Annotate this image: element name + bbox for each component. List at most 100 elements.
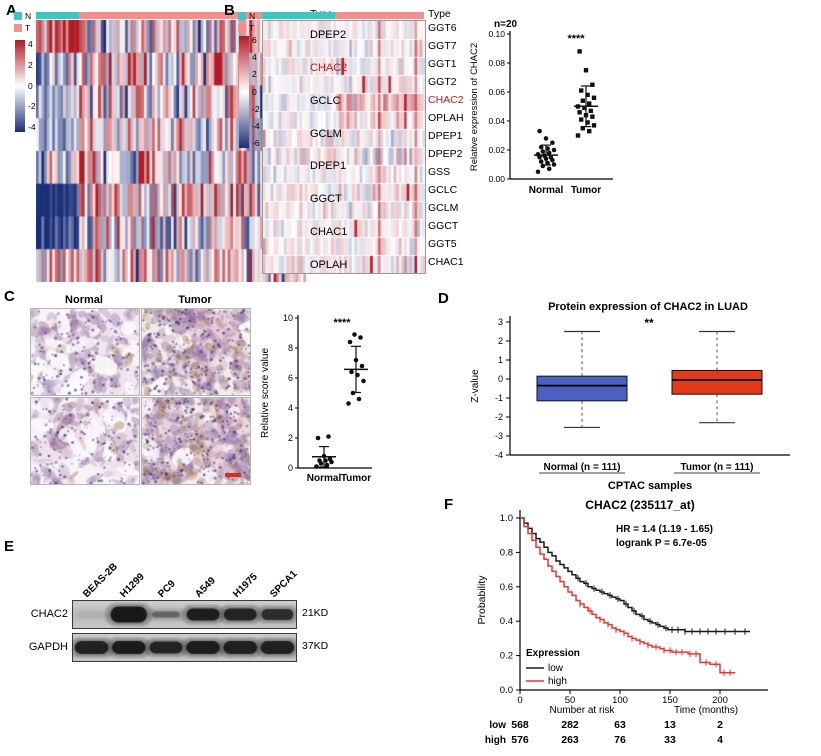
data-point [537, 128, 542, 134]
data-point [538, 144, 544, 150]
y-tick-label: 6 [288, 373, 293, 383]
y-tick-label: -2 [495, 412, 503, 422]
box-plot-title: Protein expression of CHAC2 in LUAD [548, 301, 748, 313]
data-point [548, 154, 554, 160]
legend-title: Expression [526, 648, 580, 659]
legend-row-normal: N [14, 11, 31, 21]
data-point [585, 92, 590, 98]
heatmap-b-type-bar [262, 12, 424, 19]
cell-line-label-spca1: SPCA1 [268, 568, 300, 600]
y-axis-title: Relative expression of CHAC2 [469, 43, 480, 171]
ihc-image-normal-bottom [30, 397, 140, 485]
gene-label-dpep1: DPEP1 [428, 130, 463, 143]
risk-count: 13 [664, 719, 676, 731]
gene-label-dpep1: DPEP1 [310, 160, 347, 173]
hazard-ratio-text: HR = 1.4 (1.19 - 1.65) [616, 524, 713, 535]
number-at-risk-label: Number at risk [549, 705, 615, 716]
panel-c-label: C [4, 288, 15, 305]
cptac-box-plot: Protein expression of CHAC2 in LUAD ** 3 2 1… [470, 301, 790, 492]
risk-row-label-high: high [485, 735, 506, 746]
logrank-text: logrank P = 6.7e-05 [616, 538, 707, 549]
colorbar-tick: 6 [252, 35, 257, 45]
box-normal [536, 375, 628, 402]
risk-count: 33 [664, 734, 676, 746]
data-point [540, 149, 546, 154]
y-tick-label: 4 [288, 403, 293, 413]
risk-row-label-low: low [489, 720, 506, 731]
risk-count: 282 [561, 719, 579, 731]
y-tick-label: 0.4 [500, 616, 513, 627]
colorbar-tick: 0 [28, 80, 33, 91]
y-tick-label: 0.04 [488, 116, 505, 126]
blot-protein-label-chac2: CHAC2 [30, 608, 68, 620]
type-bar-normal-segment [36, 12, 80, 19]
data-point [551, 162, 557, 167]
x-axis-title: CPTAC samples [608, 480, 692, 492]
kaplan-meier-plot: CHAC2 (235117_at) HR = 1.4 (1.19 - 1.65) l… [476, 498, 768, 746]
colorbar-gradient [15, 40, 25, 132]
data-point [580, 98, 585, 103]
y-tick-label: -3 [495, 431, 503, 441]
colorbar-tick: -4 [28, 122, 36, 132]
category-label: Normal [307, 473, 342, 484]
colorbar-tick: 2 [28, 59, 33, 70]
km-title: CHAC2 (235117_at) [585, 498, 694, 512]
risk-count: 576 [511, 734, 529, 746]
tumor-legend-label: T [249, 23, 255, 33]
colorbar-tick: 4 [252, 52, 257, 63]
blot-protein-label-gapdh: GAPDH [28, 641, 68, 653]
data-point [546, 166, 552, 172]
box-tumor [671, 369, 763, 395]
legend-row-tumor: T [238, 23, 255, 33]
category-label: Tumor [571, 185, 601, 196]
cell-line-labels: BEAS-2B H1299 PC9 A549 H1975 SPCA1 [0, 544, 340, 600]
normal-legend-label: N [25, 11, 32, 21]
data-point [587, 101, 592, 106]
y-tick-label: 0.8 [500, 547, 513, 558]
x-tick-label: 50 [565, 695, 576, 706]
data-point [315, 435, 321, 441]
gene-label-chac1: CHAC1 [310, 225, 348, 238]
blot-size-label-21kd: 21KD [302, 607, 329, 619]
colorbar-tick: 4 [28, 39, 33, 49]
data-point [358, 335, 363, 340]
cell-line-label-beas-2b: BEAS-2B [80, 561, 120, 600]
category-label: Normal [529, 185, 564, 196]
risk-count: 76 [614, 734, 626, 746]
data-point [326, 434, 331, 439]
data-point [590, 114, 595, 119]
colorbar-tick: -4 [252, 120, 260, 131]
risk-count: 4 [717, 734, 723, 746]
colorbar-gradient [239, 36, 249, 148]
cell-line-label-a549: A549 [193, 575, 219, 600]
panel-a-label: A [6, 2, 17, 19]
colorbar-tick: -2 [252, 103, 260, 114]
gene-label-chac2: CHAC2 [310, 62, 348, 75]
data-point [579, 117, 584, 122]
y-tick-label: 10 [283, 313, 293, 323]
legend-label-high: high [548, 676, 567, 687]
y-tick-label: -1 [495, 393, 503, 403]
y-tick-label: 0.08 [488, 58, 505, 68]
data-point [580, 126, 585, 131]
ihc-column-header-normal: Normal [65, 294, 103, 306]
data-point [585, 120, 590, 125]
gene-label-chac2: CHAC2 [428, 94, 464, 107]
panel-b-label: B [224, 2, 235, 19]
legend-label-low: low [548, 663, 564, 674]
ihc-image-tumor-bottom [141, 397, 251, 485]
gene-label-ggt5: GGT5 [428, 238, 457, 251]
gene-label-dpep2: DPEP2 [310, 29, 347, 42]
data-point [579, 88, 584, 93]
colorbar-tick: 2 [252, 69, 257, 80]
y-tick-label: -4 [495, 450, 503, 460]
data-point [587, 128, 592, 134]
ihc-image-tumor-top [141, 308, 251, 396]
data-point [546, 150, 552, 156]
data-point [588, 108, 593, 114]
y-tick-label: 0.6 [500, 582, 513, 593]
data-point [346, 401, 351, 406]
data-point [359, 363, 365, 369]
ihc-image-normal-top [30, 308, 140, 396]
ihc-column-header-tumor: Tumor [178, 294, 212, 306]
